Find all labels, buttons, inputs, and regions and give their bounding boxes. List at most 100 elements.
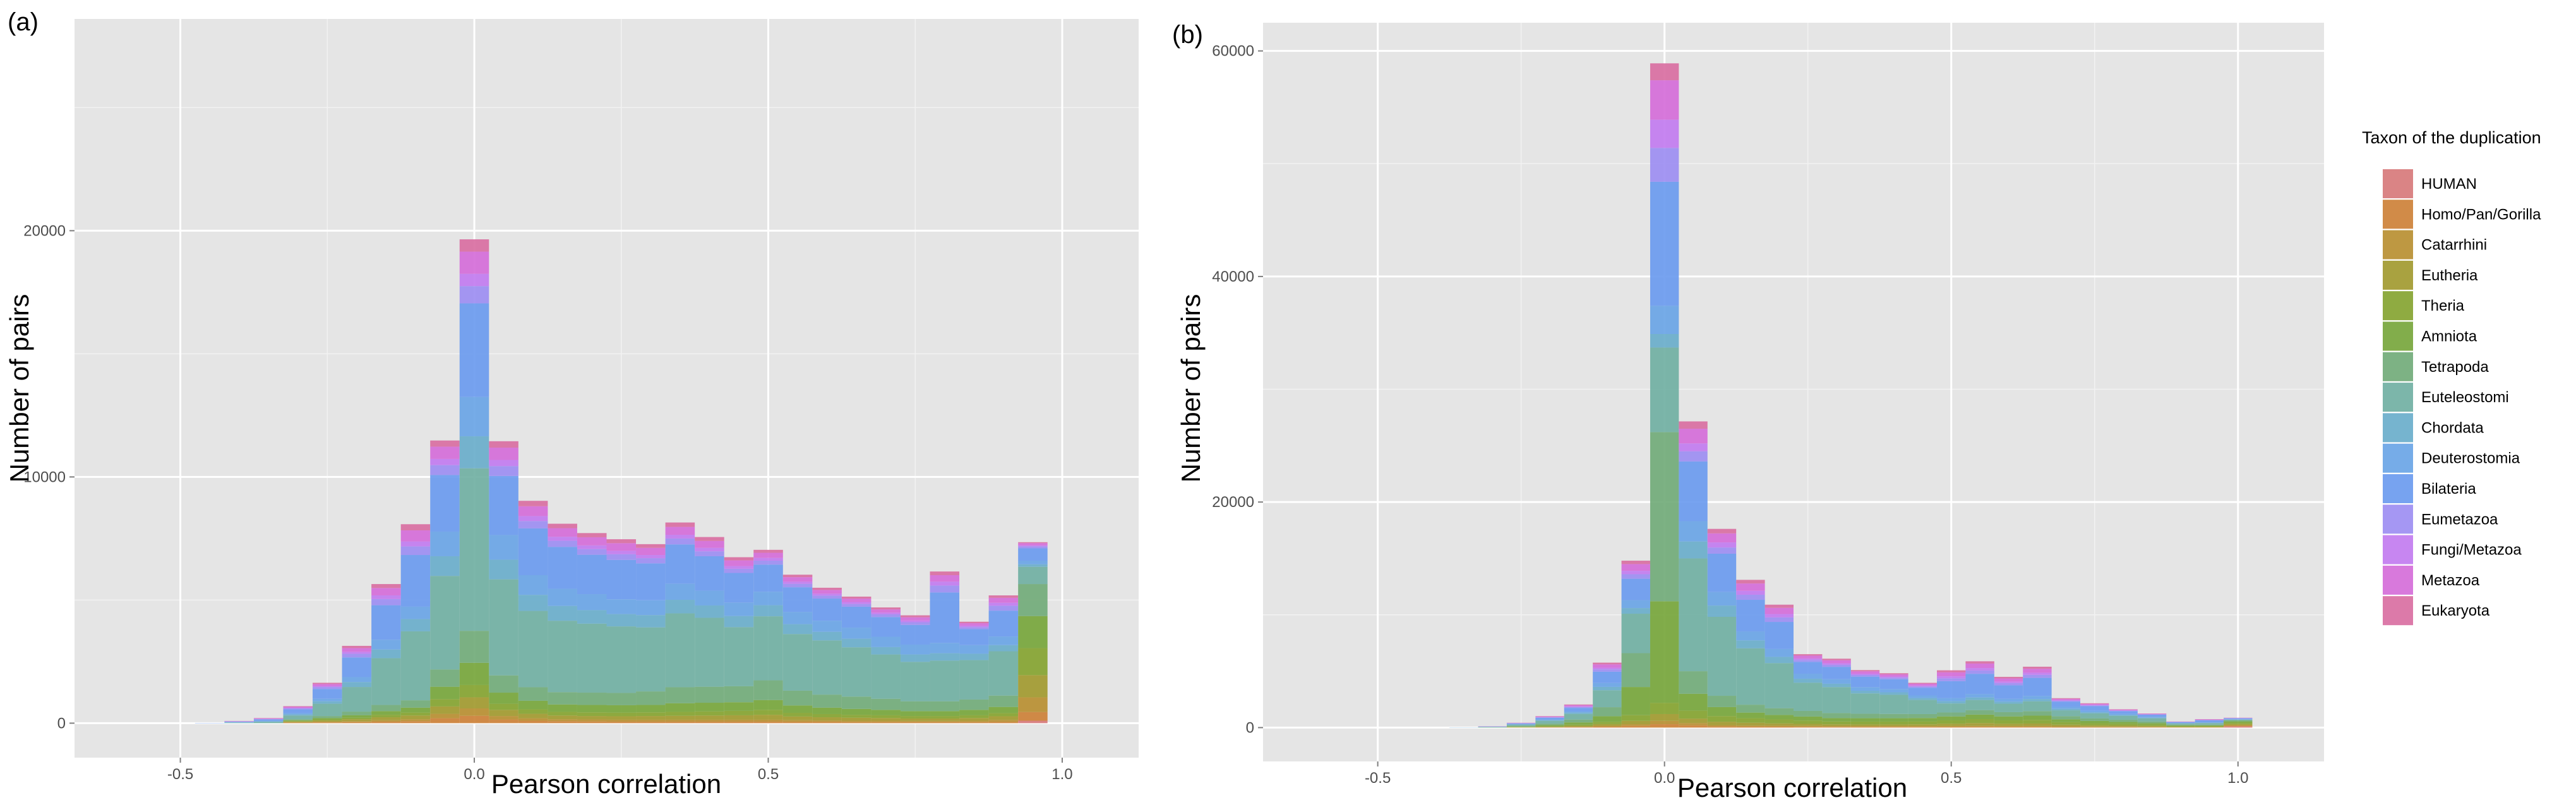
bar-segment-amniota (1822, 718, 1851, 722)
bar-segment-homo-pan-gorilla (871, 722, 901, 724)
legend-swatch-bilateria (2383, 474, 2413, 503)
bar-segment-amniota (2195, 725, 2224, 726)
bar-segment-theria (1822, 721, 1851, 725)
bar-segment-deuterostomia (1908, 695, 1938, 698)
bar-segment-theria (459, 684, 489, 698)
bar-segment-eukaryota (1593, 662, 1622, 665)
bar-segment-theria (782, 713, 813, 717)
bar-segment-eutheria (636, 716, 666, 720)
bar-segment-catarrhini (695, 719, 724, 722)
bar-segment-amniota (753, 700, 783, 710)
legend-swatch-eukaryota (2383, 596, 2413, 626)
bar-segment-eukaryota (1822, 659, 1851, 660)
bar-segment-eumetazoa (577, 549, 607, 555)
bar-segment-eukaryota (871, 607, 901, 610)
bar-segment-chordata (959, 653, 989, 660)
bar-segment-chordata (782, 624, 813, 635)
bar-segment-eutheria (459, 697, 489, 708)
bar-segment-deuterostomia (518, 575, 548, 595)
bar-segment-eumetazoa (253, 719, 284, 720)
bar-segment-chordata (1650, 334, 1679, 348)
bar-segment-theria (1994, 720, 2023, 724)
panel-a-x-ticks: -0.5 0.0 0.5 1.0 (167, 758, 1073, 783)
bar-segment-theria (812, 713, 842, 718)
bar-segment-euteleostomi (782, 634, 813, 691)
bar-segment-tetrapoda (1850, 713, 1880, 719)
bar-segment-eutheria (2051, 724, 2081, 727)
bar-segment-bilateria (371, 605, 401, 640)
bar-segment-deuterostomia (1018, 561, 1048, 564)
bar-segment-deuterostomia (489, 535, 518, 560)
bar-segment-theria (577, 712, 607, 717)
bar-segment-eumetazoa (1736, 594, 1765, 600)
bar-segment-chordata (695, 605, 724, 618)
bar-segment-theria (2051, 722, 2081, 725)
bar-segment-theria (2023, 720, 2052, 724)
bar-segment-homo-pan-gorilla (400, 721, 431, 724)
bar-segment-euteleostomi (753, 616, 783, 681)
bar-segment-bilateria (900, 624, 930, 645)
bar-segment-eukaryota (577, 533, 607, 537)
bar-segment-fungi-metazoa (812, 593, 842, 596)
legend-label: Eutheria (2421, 267, 2478, 284)
bar-segment-amniota (371, 711, 401, 715)
bar-segment-tetrapoda (812, 695, 842, 708)
bar-segment-fungi-metazoa (1736, 590, 1765, 595)
bar-segment-eukaryota (695, 537, 724, 541)
bar-segment-metazoa (1850, 671, 1880, 674)
bar-segment-amniota (1764, 715, 1794, 720)
bar-segment-eutheria (400, 715, 431, 720)
bar-segment-eukaryota (1018, 542, 1048, 544)
bar-segment-theria (959, 715, 989, 719)
bar-segment-bilateria (253, 719, 284, 721)
bar-segment-eutheria (313, 720, 342, 722)
bar-segment-tetrapoda (283, 719, 313, 720)
bar-segment-metazoa (1707, 533, 1737, 543)
bar-segment-deuterostomia (606, 599, 637, 614)
bar-segment-tetrapoda (782, 690, 813, 706)
bar-segment-homo-pan-gorilla (489, 719, 518, 724)
bar-segment-fungi-metazoa (606, 551, 637, 554)
legend-items: HUMAN Homo/Pan/Gorilla Catarrhini Eutheria T… (2383, 169, 2541, 626)
bar-segment-catarrhini (1621, 724, 1650, 726)
bar-segment-bilateria (1850, 676, 1880, 688)
bar-segment-metazoa (695, 540, 724, 548)
bar-segment-catarrhini (636, 719, 666, 722)
bar-segment-eukaryota (1535, 716, 1564, 717)
bar-segment-amniota (606, 705, 637, 713)
bar-segment-amniota (988, 707, 1019, 713)
bar-segment-tetrapoda (1506, 725, 1536, 727)
legend-label: Tetrapoda (2421, 359, 2489, 376)
bar-segment-homo-pan-gorilla (665, 722, 695, 724)
bar-segment-theria (342, 717, 372, 720)
bar-segment-eukaryota (988, 595, 1019, 598)
bar-segment-metazoa (1822, 660, 1851, 664)
bar-segment-catarrhini (841, 720, 872, 722)
bar-segment-theria (283, 720, 313, 722)
bar-segment-metazoa (606, 543, 637, 551)
bar-segment-theria (2195, 725, 2224, 727)
bar-segment-theria (1736, 718, 1765, 723)
bar-segment-theria (841, 715, 872, 718)
legend-swatch-human (2383, 169, 2413, 198)
bar-segment-chordata (1794, 679, 1823, 683)
bar-segment-euteleostomi (1850, 693, 1880, 714)
bar-segment-metazoa (1794, 655, 1823, 659)
bar-segment-amniota (812, 707, 842, 714)
bar-segment-catarrhini (459, 708, 489, 716)
bar-segment-metazoa (400, 530, 431, 542)
bar-segment-human (1018, 720, 1048, 724)
bar-segment-bilateria (1564, 708, 1593, 712)
bar-segment-deuterostomia (2023, 696, 2052, 700)
bar-segment-eumetazoa (2109, 710, 2138, 712)
bar-segment-eukaryota (753, 549, 783, 553)
bar-segment-tetrapoda (900, 701, 930, 712)
bar-segment-eutheria (988, 716, 1019, 720)
bar-segment-deuterostomia (724, 602, 754, 616)
bar-segment-metazoa (1018, 543, 1048, 546)
bar-segment-eumetazoa (1593, 669, 1622, 672)
bar-segment-tetrapoda (342, 712, 372, 715)
bar-segment-catarrhini (812, 720, 842, 722)
bar-segment-bilateria (1650, 181, 1679, 306)
bar-segment-chordata (606, 614, 637, 627)
